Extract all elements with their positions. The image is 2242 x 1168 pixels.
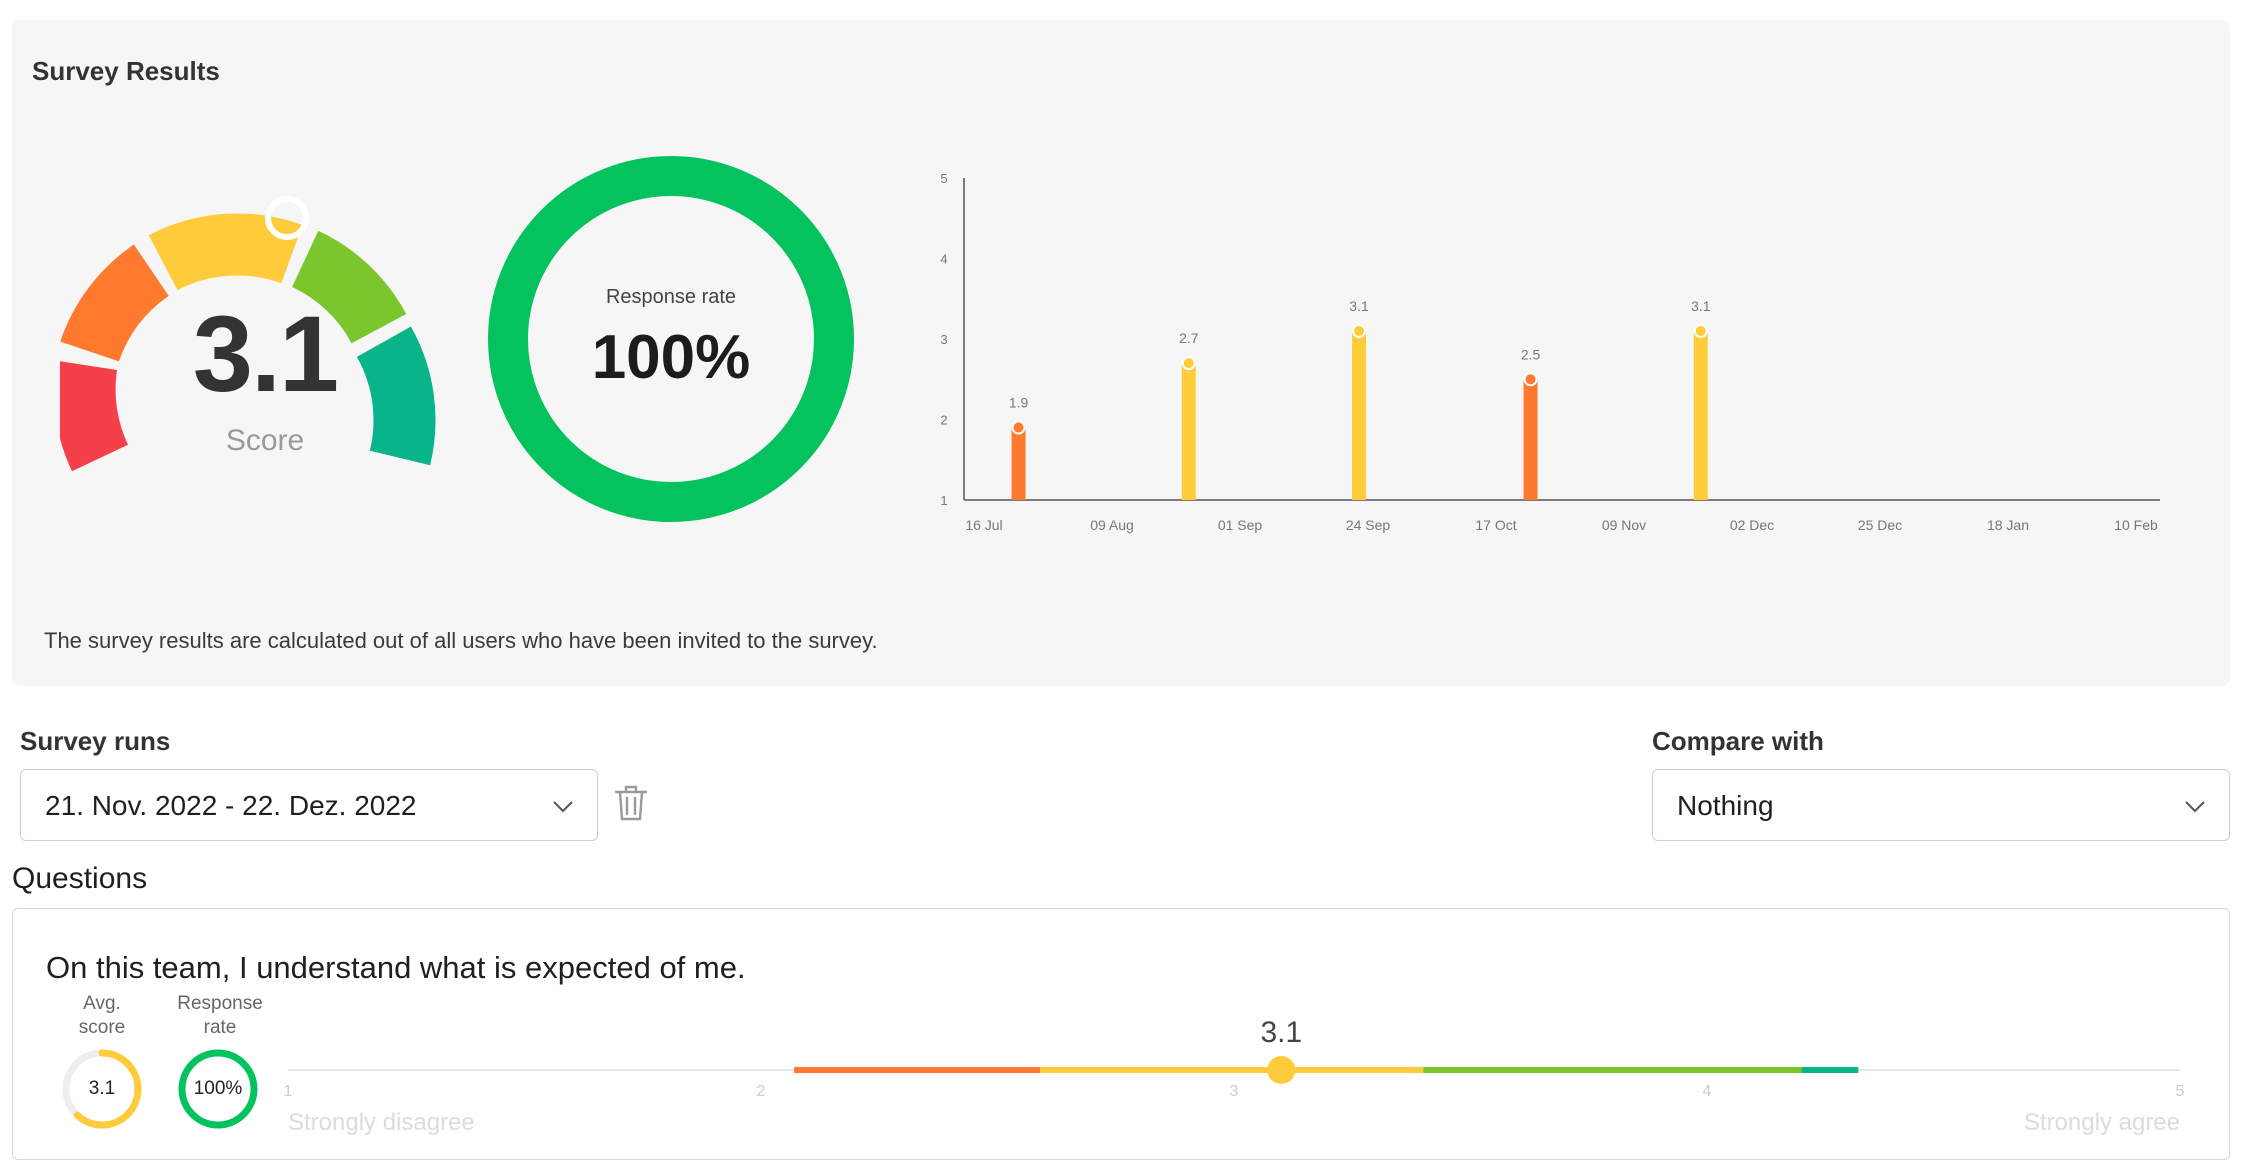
gauge-marker xyxy=(265,196,309,240)
x-tick-label: 10 Feb xyxy=(2114,517,2158,533)
x-tick-label: 09 Nov xyxy=(1602,517,1646,533)
scale-marker-label: 3.1 xyxy=(1260,1016,1302,1049)
survey-runs-label: Survey runs xyxy=(20,726,171,756)
chart-bar-point xyxy=(1693,323,1708,338)
x-tick-label: 16 Jul xyxy=(965,517,1002,533)
x-tick-label: 09 Aug xyxy=(1090,517,1134,533)
score-value: 3.1 xyxy=(192,293,339,414)
gauge-segment-red xyxy=(60,361,129,472)
score-gauge xyxy=(60,196,436,472)
scale-marker xyxy=(1267,1056,1296,1084)
chart-bar-point xyxy=(1181,356,1196,371)
chart-data-label: 1.9 xyxy=(1009,395,1029,411)
scale-tick-label: 4 xyxy=(1703,1083,1712,1100)
avg-score-value: 3.1 xyxy=(88,1078,116,1099)
y-tick-label: 2 xyxy=(940,413,947,428)
response-rate-ring xyxy=(488,156,854,522)
survey-results-title: Survey Results xyxy=(32,56,220,86)
response-rate-label: Response rate xyxy=(605,286,737,308)
avg-score-label: Avg. score xyxy=(78,993,126,1038)
chart-bar-point xyxy=(1011,420,1026,435)
chart-data-label: 2.7 xyxy=(1179,330,1199,346)
response-rate-mini-value: 100% xyxy=(193,1078,243,1099)
chevron-down-icon xyxy=(2185,801,2205,813)
survey-runs-value: 21. Nov. 2022 - 22. Dez. 2022 xyxy=(45,790,417,821)
chart-bar xyxy=(1181,363,1196,500)
chart-bar xyxy=(1693,330,1708,500)
question-text: On this team, I understand what is expec… xyxy=(46,950,746,985)
gauge-segment-yellow xyxy=(148,213,303,291)
chart-data-label: 3.1 xyxy=(1691,298,1711,314)
y-tick-label: 4 xyxy=(940,252,947,267)
questions-heading: Questions xyxy=(12,862,148,895)
y-tick-label: 5 xyxy=(940,171,947,186)
y-tick-label: 3 xyxy=(940,332,947,347)
answer-distribution-scale: 1 2 3 4 5 Strongly disagree Strongly agree 3.1 xyxy=(284,1016,2185,1136)
compare-with-value: Nothing xyxy=(1677,790,1774,821)
avg-score-ring xyxy=(62,1049,142,1129)
chart-bar xyxy=(1523,379,1538,500)
chart-bar xyxy=(1352,330,1367,500)
survey-runs-select[interactable]: 21. Nov. 2022 - 22. Dez. 2022 xyxy=(20,769,598,841)
scale-tick-label: 3 xyxy=(1230,1083,1239,1100)
scale-tick-label: 5 xyxy=(2176,1083,2185,1100)
trash-icon[interactable] xyxy=(614,784,648,822)
response-rate-mini-ring xyxy=(178,1049,258,1129)
question-card xyxy=(12,908,2230,1160)
x-tick-label: 02 Dec xyxy=(1730,517,1774,533)
response-rate-mini-label: Response rate xyxy=(177,993,263,1038)
x-tick-label: 24 Sep xyxy=(1346,517,1391,533)
gauge-segment-teal xyxy=(356,326,436,466)
response-rate-value: 100% xyxy=(591,323,751,392)
compare-with-label: Compare with xyxy=(1652,726,1824,756)
gauge-segment-green xyxy=(291,230,407,345)
chart-data-label: 2.5 xyxy=(1521,346,1541,362)
x-tick-label: 01 Sep xyxy=(1218,517,1263,533)
results-note: The survey results are calculated out of… xyxy=(44,628,878,653)
scale-right-label: Strongly agree xyxy=(2024,1109,2180,1136)
gauge-segment-orange xyxy=(60,244,170,363)
score-label: Score xyxy=(225,424,305,457)
scale-left-label: Strongly disagree xyxy=(288,1109,475,1136)
x-tick-label: 25 Dec xyxy=(1858,517,1902,533)
chart-bar-point xyxy=(1523,372,1538,387)
compare-with-select[interactable]: Nothing xyxy=(1652,769,2230,841)
chart-bar-point xyxy=(1352,323,1367,338)
chevron-down-icon xyxy=(553,801,573,813)
y-tick-label: 1 xyxy=(940,493,947,508)
x-tick-label: 18 Jan xyxy=(1987,517,2029,533)
scale-tick-label: 1 xyxy=(284,1083,293,1100)
x-tick-label: 17 Oct xyxy=(1475,517,1516,533)
chart-bar xyxy=(1011,427,1026,500)
results-timeline-chart: 1 2 3 4 5 16 Jul 09 Aug 01 Sep 24 Sep 17 Oct 09 No… xyxy=(940,171,2160,533)
chart-data-label: 3.1 xyxy=(1349,298,1369,314)
scale-tick-label: 2 xyxy=(757,1083,766,1100)
